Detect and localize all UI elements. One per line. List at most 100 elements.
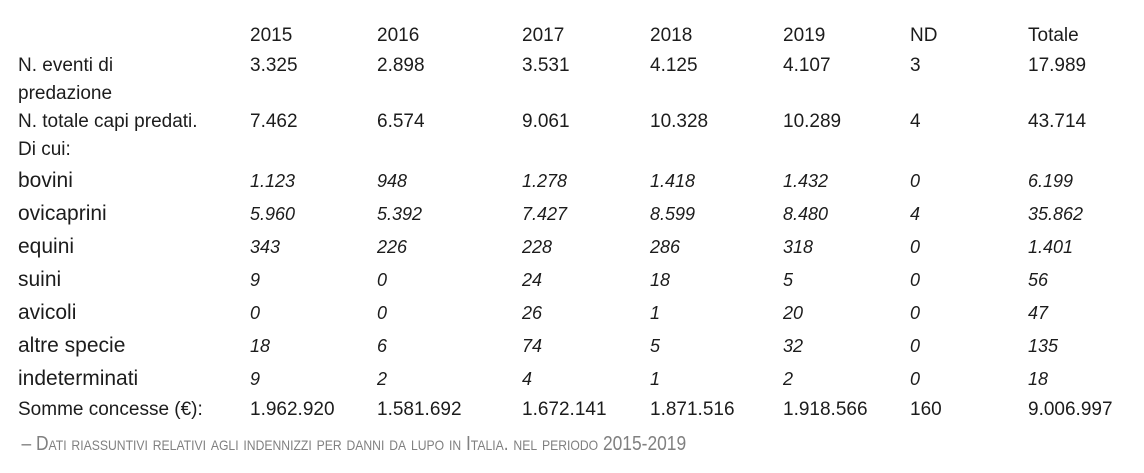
cell-value: 0 [377,270,388,290]
table-caption: – Dati riassuntivi relativi agli indenni… [21,433,687,455]
table-row-eventi-predazione: N. eventi di predazione 3.325 2.898 3.53… [18,52,1144,108]
cell-value: 0 [910,171,921,191]
row-label: altre specie [18,334,126,357]
cell-value: 135 [1028,336,1059,356]
col-header-2018: 2018 [650,25,693,46]
cell-value: 1.918.566 [783,399,868,420]
col-header-totale: Totale [1028,25,1079,46]
cell-value: 1.871.516 [650,399,735,420]
cell-value: 1.672.141 [522,399,607,420]
cell-value: 1 [650,303,661,323]
cell-value: 2.898 [377,55,425,76]
cell-value: 9.006.997 [1028,399,1113,420]
cell-value: 6.199 [1028,171,1074,191]
row-label: equini [18,235,75,258]
cell-value: 24 [522,270,543,290]
col-header-2015: 2015 [250,25,293,46]
cell-value: 0 [910,303,921,323]
table-row-altre-specie: altre specie 18 6 74 5 32 0 135 [18,329,1144,362]
row-label: suini [18,268,62,291]
cell-value: 5 [650,336,661,356]
table-row-indeterminati: indeterminati 9 2 4 1 2 0 18 [18,362,1144,395]
cell-value: 2 [783,369,794,389]
cell-value: 3 [910,55,921,76]
cell-value: 8.599 [650,204,696,224]
cell-value: 1.278 [522,171,568,191]
table-header-row: 2015 2016 2017 2018 2019 ND Totale [18,21,1144,52]
cell-value: 6 [377,336,388,356]
table-row-bovini: bovini 1.123 948 1.278 1.418 1.432 0 6.1… [18,164,1144,197]
cell-value: 5.960 [250,204,296,224]
cell-value: 1.123 [250,171,296,191]
cell-value: 18 [250,336,271,356]
cell-value: 343 [250,237,281,257]
cell-value: 8.480 [783,204,829,224]
table-row-somme-concesse: Somme concesse (€): 1.962.920 1.581.692 … [18,395,1144,426]
cell-value: 1.581.692 [377,399,462,420]
cell-value: 47 [1028,303,1049,323]
table-row-ovicaprini: ovicaprini 5.960 5.392 7.427 8.599 8.480… [18,197,1144,230]
cell-value: 9 [250,270,261,290]
cell-value: 74 [522,336,543,356]
cell-value: 0 [910,270,921,290]
table-row-equini: equini 343 226 228 286 318 0 1.401 [18,230,1144,263]
cell-value: 35.862 [1028,204,1084,224]
cell-value: 4 [910,111,921,132]
col-header-2019: 2019 [783,25,826,46]
cell-value: 0 [910,336,921,356]
cell-value: 10.289 [783,111,842,132]
cell-value: 226 [377,237,408,257]
cell-value: 1.962.920 [250,399,335,420]
cell-value: 2 [377,369,388,389]
cell-value: 3.325 [250,55,298,76]
cell-value: 0 [910,369,921,389]
cell-value: 160 [910,399,942,420]
cell-value: 6.574 [377,111,425,132]
cell-value: 1 [650,369,661,389]
cell-value: 0 [250,303,261,323]
col-header-2016: 2016 [377,25,420,46]
cell-value: 9.061 [522,111,570,132]
cell-value: 1.418 [650,171,696,191]
cell-value: 4 [910,204,921,224]
cell-value: 56 [1028,270,1049,290]
cell-value: 7.427 [522,204,568,224]
row-label: indeterminati [18,367,139,390]
cell-value: 1.432 [783,171,829,191]
cell-value: 17.989 [1028,55,1087,76]
table-row-suini: suini 9 0 24 18 5 0 56 [18,263,1144,296]
row-label: bovini [18,169,73,192]
cell-value: 1.401 [1028,237,1074,257]
row-label: avicoli [18,301,77,324]
cell-value: 32 [783,336,804,356]
cell-value: 18 [1028,369,1049,389]
cell-value: 7.462 [250,111,298,132]
col-header-nd: ND [910,25,938,46]
indemnity-table-page: 2015 2016 2017 2018 2019 ND Totale N. ev… [18,21,1144,455]
row-label: Somme concesse (€): [18,399,203,420]
cell-value: 286 [650,237,681,257]
cell-value: 43.714 [1028,111,1087,132]
row-label: N. totale capi predati. Di cui: [18,111,198,160]
cell-value: 9 [250,369,261,389]
cell-value: 5 [783,270,794,290]
cell-value: 18 [650,270,671,290]
cell-value: 0 [910,237,921,257]
cell-value: 10.328 [650,111,709,132]
row-label: N. eventi di predazione [18,55,114,104]
cell-value: 948 [377,171,408,191]
table-row-totale-capi: N. totale capi predati. Di cui: 7.462 6.… [18,108,1144,164]
cell-value: 5.392 [377,204,423,224]
table-row-avicoli: avicoli 0 0 26 1 20 0 47 [18,296,1144,329]
cell-value: 26 [522,303,543,323]
cell-value: 4.125 [650,55,698,76]
row-label: ovicaprini [18,202,107,225]
cell-value: 3.531 [522,55,570,76]
cell-value: 228 [522,237,553,257]
cell-value: 4.107 [783,55,831,76]
cell-value: 4 [522,369,533,389]
cell-value: 318 [783,237,814,257]
col-header-2017: 2017 [522,25,565,46]
cell-value: 20 [783,303,804,323]
cell-value: 0 [377,303,388,323]
